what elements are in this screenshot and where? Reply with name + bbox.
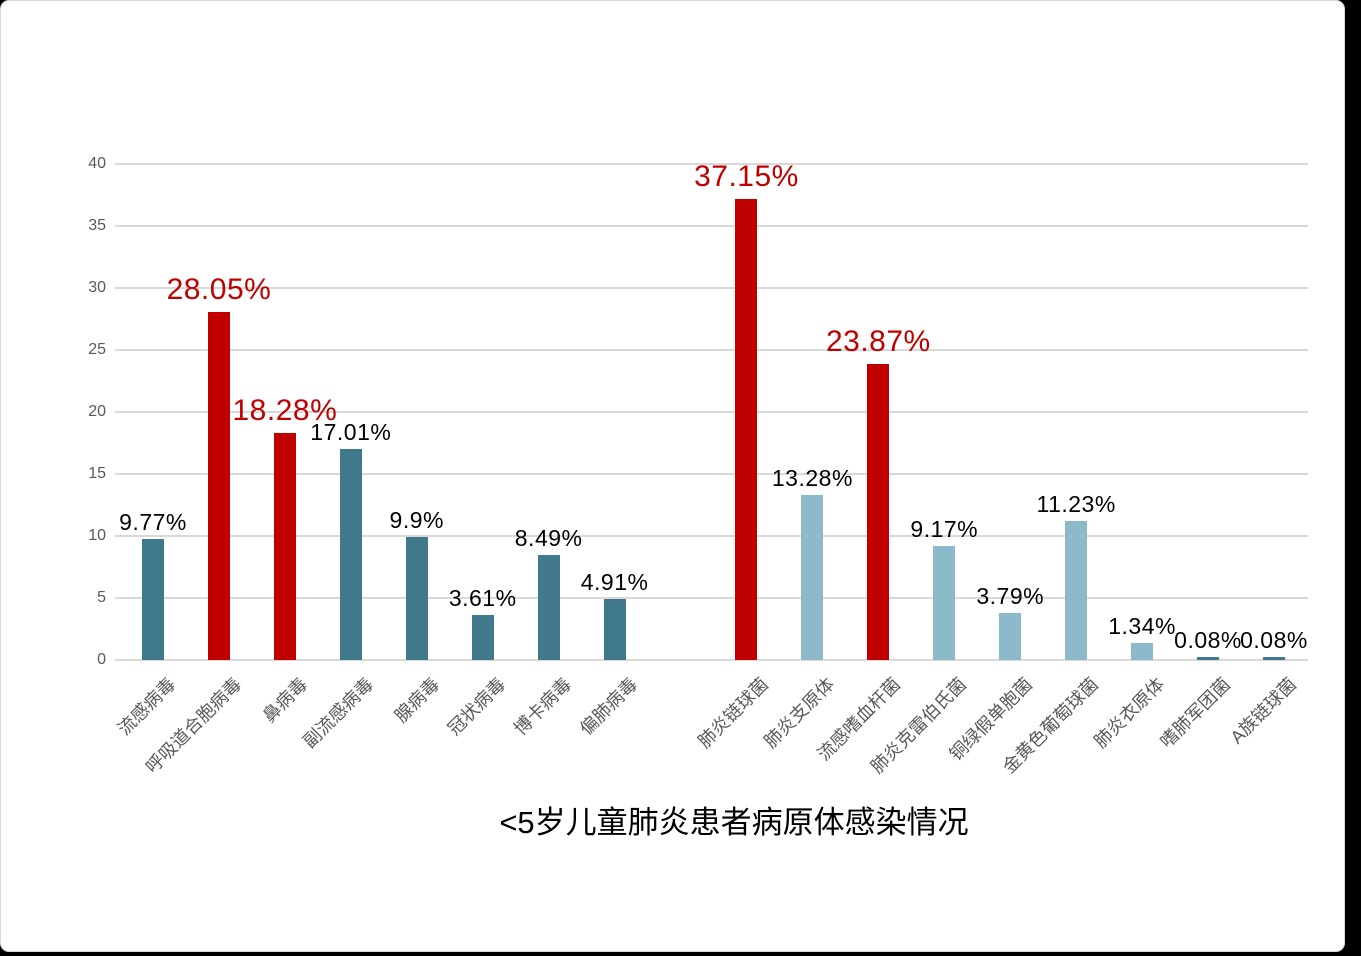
x-axis-category-label: A族链球菌 — [1226, 674, 1301, 748]
gridline — [115, 411, 1308, 413]
bar-10 — [867, 364, 890, 660]
bar-9 — [801, 495, 824, 660]
x-axis-category-label: 偏肺病毒 — [575, 674, 641, 740]
y-axis-tick-label: 35 — [88, 217, 106, 234]
bar-7 — [603, 599, 626, 660]
bar-value-label: 13.28% — [771, 465, 853, 492]
bar-4 — [405, 537, 428, 660]
bar-0 — [142, 538, 164, 660]
bar-3 — [339, 449, 362, 660]
x-axis-category-label: 副流感病毒 — [299, 674, 377, 752]
x-axis-category-label: 冠状病毒 — [443, 674, 509, 740]
bar-16 — [1262, 657, 1285, 660]
y-axis-tick-label: 10 — [88, 527, 106, 544]
gridline — [115, 659, 1308, 661]
y-axis-tick-label: 25 — [88, 341, 106, 358]
gridline — [115, 163, 1308, 165]
y-axis-tick-label: 20 — [88, 403, 106, 420]
y-axis-tick-label: 5 — [97, 589, 106, 606]
x-axis-category-label: 鼻病毒 — [258, 674, 312, 727]
bar-1 — [207, 312, 230, 660]
bar-value-label: 28.05% — [166, 273, 272, 307]
gridline — [115, 225, 1308, 227]
x-axis-category-label: 腺病毒 — [390, 674, 443, 727]
bar-12 — [999, 613, 1022, 660]
chart-title: <5岁儿童肺炎患者病原体感染情况 — [499, 805, 969, 840]
bar-value-label: 0.08% — [1174, 627, 1242, 653]
bar-value-label: 8.49% — [514, 524, 583, 551]
y-axis-tick-label: 40 — [88, 155, 106, 172]
bar-value-label: 1.34% — [1108, 613, 1176, 640]
bar-value-label: 4.91% — [580, 569, 649, 596]
x-axis-category-label: 肺炎链球菌 — [694, 674, 773, 752]
bar-value-label: 23.87% — [825, 325, 931, 358]
bar-6 — [537, 554, 560, 660]
y-axis-tick-label: 15 — [88, 465, 106, 482]
bar-value-label: 9.17% — [910, 516, 979, 543]
gridline — [115, 287, 1308, 289]
gridline — [115, 535, 1308, 537]
x-axis-category-label: 肺炎衣原体 — [1090, 674, 1169, 752]
bar-value-label: 18.28% — [232, 394, 338, 428]
x-axis-category-label: 流感病毒 — [114, 674, 180, 740]
bar-11 — [933, 546, 956, 660]
gridline — [115, 597, 1308, 599]
bar-2 — [273, 433, 296, 660]
x-axis-category-label: 博卡病毒 — [509, 674, 575, 740]
bar-value-label: 0.08% — [1240, 627, 1308, 653]
y-axis-tick-label: 0 — [97, 651, 106, 668]
bar-value-label: 37.15% — [694, 160, 799, 194]
bar-value-label: 17.01% — [310, 419, 392, 446]
x-axis-category-label: 嗜肺军团菌 — [1156, 674, 1235, 752]
bar-5 — [471, 615, 494, 660]
bar-value-label: 3.79% — [976, 583, 1045, 609]
y-axis-tick-label: 30 — [88, 279, 106, 296]
gridline — [115, 473, 1308, 475]
bar-14 — [1131, 643, 1154, 660]
bar-15 — [1197, 657, 1220, 660]
bar-13 — [1065, 520, 1088, 660]
bar-value-label: 11.23% — [1036, 490, 1116, 517]
bar-8 — [735, 199, 758, 660]
bar-value-label: 9.77% — [119, 508, 187, 535]
gridline — [115, 349, 1308, 351]
bar-value-label: 3.61% — [448, 585, 517, 612]
bar-value-label: 9.9% — [389, 507, 444, 534]
